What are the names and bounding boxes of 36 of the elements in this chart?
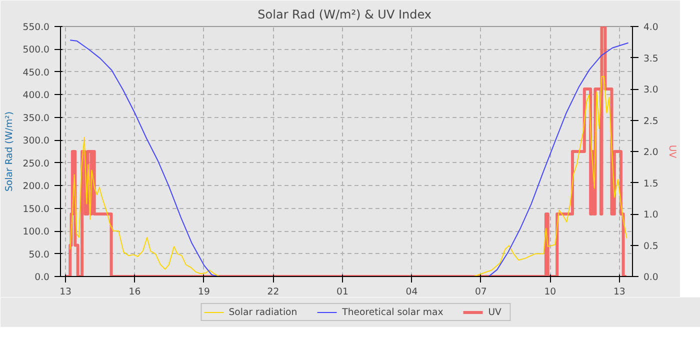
legend-label: UV xyxy=(488,306,502,318)
y2-tick-label: 2.5 xyxy=(644,116,658,127)
x-tick-label: 16 xyxy=(128,286,141,298)
y-tick-label: 150.0 xyxy=(22,204,50,215)
x-tick-label: 13 xyxy=(60,286,72,298)
y2-tick-label: 4.0 xyxy=(644,22,658,33)
chart-title: Solar Rad (W/m²) & UV Index xyxy=(258,8,432,22)
y-tick-label: 50.0 xyxy=(28,249,50,260)
x-tick-label: 10 xyxy=(544,286,556,298)
x-tick-label: 19 xyxy=(198,286,210,298)
y-tick-label: 550.0 xyxy=(22,22,50,33)
y-tick-label: 200.0 xyxy=(22,181,50,192)
y2-tick-label: 0.0 xyxy=(644,272,658,283)
y2-tick-label: 1.0 xyxy=(644,210,658,220)
y-tick-label: 100.0 xyxy=(22,226,50,238)
y-axis-title: Solar Rad (W/m²) xyxy=(4,111,15,192)
x-tick-label: 22 xyxy=(267,286,280,298)
y-tick-label: 450.0 xyxy=(22,67,50,78)
legend-label: Solar radiation xyxy=(228,306,298,318)
y2-tick-label: 3.0 xyxy=(644,84,658,96)
x-tick-label: 07 xyxy=(475,286,487,298)
y2-tick-label: 0.5 xyxy=(644,240,658,252)
x-tick-label: 13 xyxy=(613,286,626,298)
y2-tick-label: 1.5 xyxy=(644,178,658,190)
legend-label: Theoretical solar max xyxy=(342,306,444,318)
y-tick-label: 500.0 xyxy=(22,44,50,56)
y2-tick-label: 2.0 xyxy=(644,147,658,158)
x-tick-label: 01 xyxy=(336,286,348,298)
y2-axis-title: UV xyxy=(666,144,678,159)
y-tick-label: 250.0 xyxy=(22,158,50,170)
y-tick-label: 300.0 xyxy=(22,136,50,147)
y-tick-label: 0.0 xyxy=(34,272,50,283)
y2-tick-label: 3.5 xyxy=(644,53,658,64)
y-tick-label: 350.0 xyxy=(22,112,50,124)
y-tick-label: 400.0 xyxy=(22,90,50,102)
x-tick-label: 04 xyxy=(406,286,418,298)
